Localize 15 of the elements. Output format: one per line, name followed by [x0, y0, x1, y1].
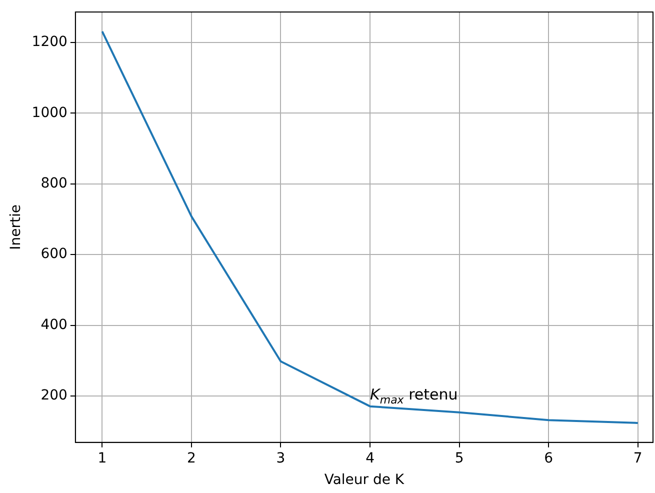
x-tick-label: 3	[276, 450, 286, 466]
y-tick-label: 600	[40, 246, 68, 262]
x-tick-label: 6	[544, 450, 554, 466]
x-tick-label: 2	[187, 450, 196, 466]
x-tick-label: 5	[454, 450, 464, 466]
y-axis-title: Inertie	[8, 204, 24, 250]
y-tick-label: 200	[40, 388, 68, 404]
x-tick-label: 4	[366, 450, 375, 466]
x-axis-title: Valeur de K	[324, 472, 405, 488]
y-tick-label: 800	[40, 176, 68, 192]
x-tick-label: 1	[98, 450, 107, 466]
y-tick-label: 1000	[32, 104, 68, 121]
x-tick-label: 7	[633, 450, 642, 466]
y-tick-label: 400	[40, 316, 68, 333]
y-tick-label: 1200	[32, 34, 68, 50]
